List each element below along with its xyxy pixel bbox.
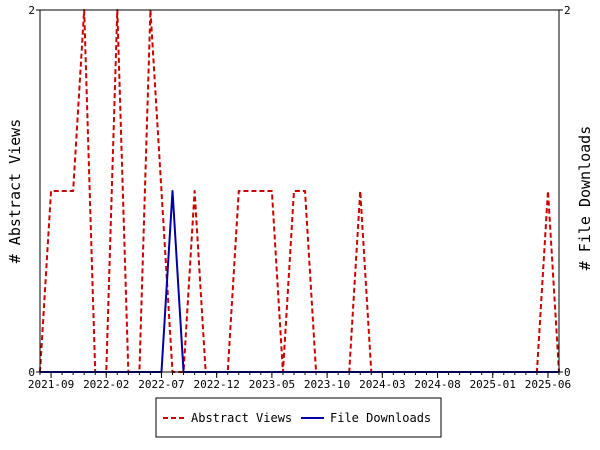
x-tick-label: 2022-07 bbox=[138, 378, 184, 391]
ticks-layer: 2021-09 2022-02 2022-07 2022-12 2023-05 2023-… bbox=[28, 4, 571, 391]
x-tick-label: 2021-09 bbox=[28, 378, 74, 391]
y-axis-right-title: # File Downloads bbox=[576, 126, 594, 271]
series-layer bbox=[39, 9, 560, 373]
legend-label-file-downloads: File Downloads bbox=[330, 411, 431, 425]
series-line-abstract-views bbox=[39, 9, 560, 373]
x-tick-label: 2023-10 bbox=[304, 378, 350, 391]
y-right-tick-label: 2 bbox=[564, 4, 571, 17]
legend: Abstract Views File Downloads bbox=[155, 397, 442, 438]
legend-box bbox=[155, 397, 442, 438]
y-right-tick-label: 0 bbox=[564, 366, 571, 379]
x-tick-label: 2022-12 bbox=[194, 378, 240, 391]
y-left-tick-label: 2 bbox=[28, 4, 35, 17]
x-tick-label: 2022-02 bbox=[83, 378, 129, 391]
plot-area-frame bbox=[39, 9, 560, 373]
x-tick-label: 2025-01 bbox=[470, 378, 516, 391]
y-axis-left-title: # Abstract Views bbox=[6, 119, 24, 264]
x-tick-label: 2025-06 bbox=[525, 378, 571, 391]
x-tick-label: 2024-03 bbox=[359, 378, 405, 391]
legend-label-abstract-views: Abstract Views bbox=[191, 411, 292, 425]
y-left-tick-label: 0 bbox=[28, 366, 35, 379]
x-tick-label: 2023-05 bbox=[249, 378, 295, 391]
series-line-file-downloads bbox=[40, 190, 559, 373]
x-tick-label: 2024-08 bbox=[414, 378, 460, 391]
